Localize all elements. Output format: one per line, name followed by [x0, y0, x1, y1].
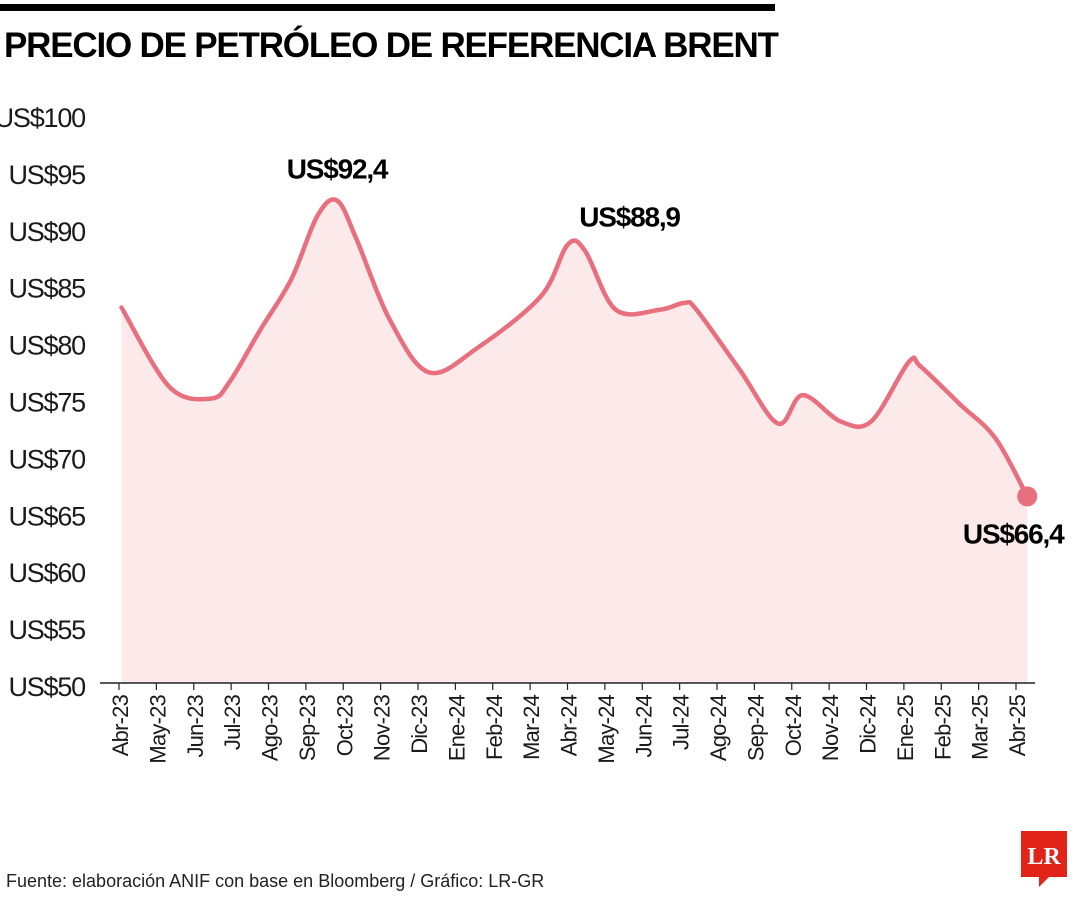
lr-logo-badge: [1021, 831, 1067, 887]
series-line: [119, 197, 1030, 499]
x-tick-label: May-23: [145, 694, 170, 763]
y-tick-label: US$65: [8, 501, 85, 531]
y-tick-labels: US$100 US$95 US$90 US$85 US$80 US$75 US$70 US$6…: [0, 103, 86, 702]
x-tick-label: Ene-25: [893, 694, 918, 761]
y-tick-label: US$50: [8, 672, 85, 702]
x-tick-label: Sep-23: [295, 694, 320, 761]
x-tick-label: Abr-23: [108, 694, 133, 756]
x-tick-label: Jun-23: [183, 694, 208, 757]
x-tick-label: Dic-23: [407, 694, 432, 753]
lr-logo-text: LR: [1027, 844, 1061, 870]
series-area-fill: [121, 199, 1028, 683]
value-annotation: US$88,9: [579, 201, 680, 232]
x-tick-label: Abr-25: [1005, 694, 1030, 756]
x-tick-label: Ene-24: [444, 694, 469, 761]
x-tick-label: May-24: [594, 694, 619, 763]
y-tick-label: US$55: [8, 615, 85, 645]
x-tick-label: Abr-24: [557, 694, 582, 756]
area-fill-layer: [121, 199, 1028, 683]
chart-title: PRECIO DE PETRÓLEO DE REFERENCIA BRENT: [4, 26, 779, 65]
x-tick-label: Mar-24: [519, 694, 544, 759]
x-tick-label: Feb-24: [482, 694, 507, 759]
x-tick-label: Ago-23: [258, 694, 283, 761]
x-tick-labels: Abr-23 May-23 Jun-23 Jul-23 Ago-23 Sep-23 Oct-…: [108, 694, 1030, 763]
value-annotation: US$92,4: [287, 153, 389, 184]
source-note: Fuente: elaboración ANIF con base en Blo…: [6, 871, 545, 891]
line-layer: [119, 197, 1030, 499]
header-rule: [0, 4, 775, 11]
x-tick-label: Oct-23: [332, 694, 357, 756]
y-tick-label: US$60: [8, 558, 85, 588]
y-tick-label: US$90: [8, 217, 85, 247]
x-tick-label: Feb-25: [930, 694, 955, 759]
x-tick-label: Ago-24: [706, 694, 731, 761]
y-tick-label: US$75: [8, 388, 85, 418]
x-tick-label: Nov-24: [818, 694, 843, 761]
y-tick-label: US$80: [8, 331, 85, 361]
x-tick-label: Jun-24: [631, 694, 656, 757]
annotations: US$92,4 US$88,9 US$66,4: [287, 153, 1067, 549]
x-tick-label: Oct-24: [781, 694, 806, 756]
x-tick-label: Nov-23: [370, 694, 395, 761]
x-tick-label: Jul-23: [220, 694, 245, 750]
x-tick-label: Mar-25: [968, 694, 993, 759]
x-tick-label: Dic-24: [856, 694, 881, 753]
value-annotation: US$66,4: [963, 518, 1065, 549]
y-tick-label: US$85: [8, 274, 85, 304]
y-tick-label: US$95: [8, 160, 85, 190]
x-tick-label: Sep-24: [743, 694, 768, 761]
axis-layer: [100, 682, 1035, 690]
y-tick-label: US$70: [8, 444, 85, 474]
y-tick-label: US$100: [0, 103, 85, 133]
end-point-marker: [1017, 486, 1038, 507]
x-tick-label: Jul-24: [669, 694, 694, 750]
lr-logo: LR: [1021, 831, 1067, 887]
